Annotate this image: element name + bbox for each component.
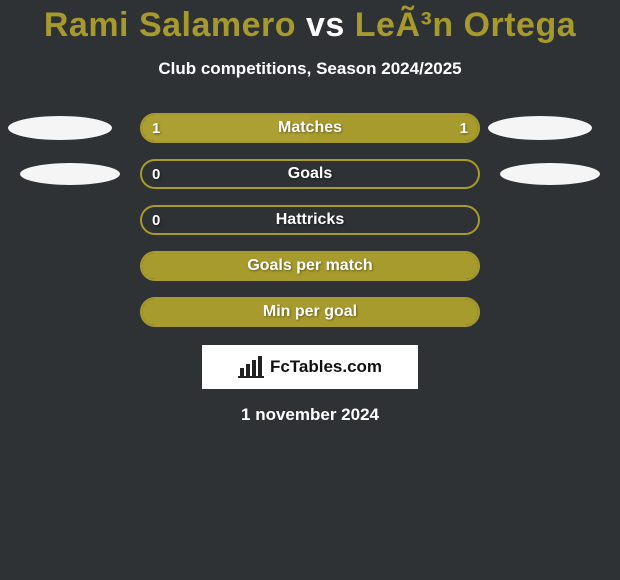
logo-box: FcTables.com [202,345,418,389]
player1-avatar-ellipse [8,116,112,140]
stat-label: Goals per match [247,257,372,275]
player1-name: Rami Salamero [44,6,296,44]
stat-bar: Matches 1 1 [140,113,480,143]
player2-name: LeÃ³n Ortega [355,6,576,44]
stat-row: Matches 1 1 [0,113,620,143]
stat-value-right: 1 [460,120,468,137]
title-vs: vs [306,6,345,44]
stat-label: Matches [278,119,342,137]
stat-row: Goals per match [0,251,620,281]
page-title: Rami Salamero vs LeÃ³n Ortega [0,0,620,45]
stat-bar: Goals per match [140,251,480,281]
logo-text: FcTables.com [270,357,382,377]
stat-bar: Hattricks 0 [140,205,480,235]
stat-row: Min per goal [0,297,620,327]
stat-label: Min per goal [263,303,357,321]
player2-avatar-ellipse [500,163,600,185]
stat-label: Goals [288,165,332,183]
stat-value-left: 1 [152,120,160,137]
stat-value-left: 0 [152,166,160,183]
stat-value-left: 0 [152,212,160,229]
bar-chart-icon [238,356,264,378]
comparison-chart: Matches 1 1 Goals 0 Hattricks 0 Goals per match… [0,113,620,327]
player1-avatar-ellipse [20,163,120,185]
subtitle: Club competitions, Season 2024/2025 [0,59,620,79]
stat-label: Hattricks [276,211,344,229]
stat-bar: Min per goal [140,297,480,327]
date-text: 1 november 2024 [0,405,620,425]
player2-avatar-ellipse [488,116,592,140]
stat-row: Goals 0 [0,159,620,189]
stat-row: Hattricks 0 [0,205,620,235]
stat-bar: Goals 0 [140,159,480,189]
